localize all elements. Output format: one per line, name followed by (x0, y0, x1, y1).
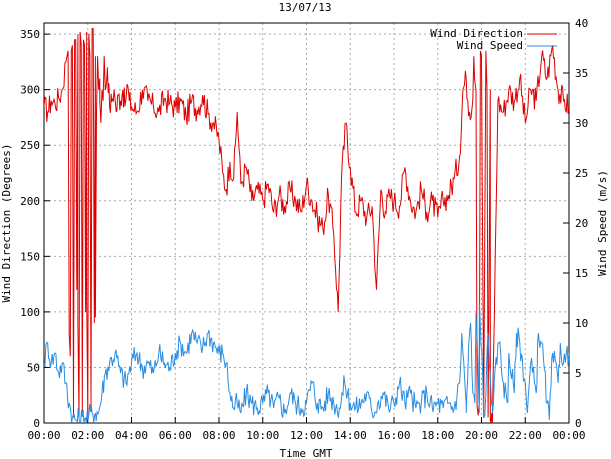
x-tick-label: 00:00 (552, 429, 585, 442)
y2-tick-label: 10 (575, 317, 588, 330)
y-tick-label: 150 (20, 250, 40, 263)
x-tick-label: 04:00 (115, 429, 148, 442)
x-tick-label: 18:00 (421, 429, 454, 442)
series-layer (44, 28, 569, 423)
y2-tick-label: 25 (575, 167, 588, 180)
series-line-wind-speed (44, 302, 569, 423)
x-tick-label: 10:00 (246, 429, 279, 442)
y-tick-label: 350 (20, 28, 40, 41)
legend-entry-wind-direction: Wind Direction (430, 27, 523, 40)
y-tick-label: 0 (33, 417, 40, 430)
x-tick-label: 00:00 (27, 429, 60, 442)
series-line-wind-direction (44, 28, 569, 423)
y-tick-label: 300 (20, 84, 40, 97)
y-axis-left: 0 50 100 150 200 250 300 350 (20, 28, 50, 430)
x-axis: 00:00 02:00 04:00 06:00 08:00 10:00 12:00 14:00… (27, 417, 586, 442)
y-tick-label: 50 (27, 361, 40, 374)
x-tick-label: 16:00 (377, 429, 410, 442)
x-tick-label: 14:00 (334, 429, 367, 442)
y-axis-right: 0 5 10 15 20 25 30 35 40 (563, 17, 588, 430)
y2-tick-label: 35 (575, 67, 588, 80)
y2-tick-label: 15 (575, 267, 588, 280)
y-tick-label: 250 (20, 139, 40, 152)
x-axis-label: Time GMT (280, 447, 333, 459)
y-tick-label: 100 (20, 306, 40, 319)
y-axis-left-label: Wind Direction (Degrees) (0, 144, 13, 303)
x-tick-label: 22:00 (509, 429, 542, 442)
x-tick-label: 06:00 (159, 429, 192, 442)
legend-entry-wind-speed: Wind Speed (457, 39, 523, 52)
x-tick-label: 12:00 (290, 429, 323, 442)
y2-tick-label: 30 (575, 117, 588, 130)
chart-title: 13/07/13 (279, 1, 332, 14)
y-axis-right-label: Wind Speed (m/s) (596, 170, 609, 276)
y2-tick-label: 5 (575, 367, 582, 380)
x-tick-label: 08:00 (202, 429, 235, 442)
y2-tick-label: 40 (575, 17, 588, 30)
legend: Wind Direction Wind Speed (430, 27, 557, 52)
x-tick-label: 02:00 (71, 429, 104, 442)
x-tick-label: 20:00 (465, 429, 498, 442)
y2-tick-label: 0 (575, 417, 582, 430)
y-tick-label: 200 (20, 195, 40, 208)
y2-tick-label: 20 (575, 217, 588, 230)
